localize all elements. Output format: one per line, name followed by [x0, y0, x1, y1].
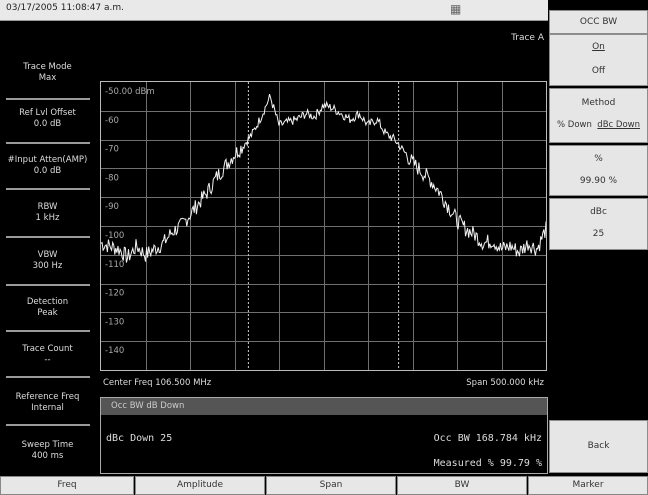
y-tick-label: -130	[105, 317, 124, 327]
percent-label: %	[594, 154, 603, 164]
trace-line	[101, 93, 546, 263]
y-tick-label: -100	[105, 231, 124, 241]
divider	[6, 188, 90, 190]
divider	[6, 376, 90, 378]
param-trace-count[interactable]: Trace Count --	[0, 344, 95, 366]
param-vbw[interactable]: VBW 300 Hz	[0, 250, 95, 272]
divider	[6, 330, 90, 332]
spectrum-chart: -50.00 dBm -60 -70 -80 -90 -100 -110 -120 -130 -1…	[101, 82, 546, 370]
y-tick-label: -140	[105, 346, 124, 356]
method-dbc-down: dBc Down	[597, 120, 640, 130]
y-tick-label: -80	[105, 173, 119, 183]
param-label: Sweep Time	[21, 440, 74, 450]
method-button[interactable]: Method % Down dBc Down	[549, 88, 648, 143]
trace-label: Trace A	[511, 33, 544, 43]
tab-span[interactable]: Span	[266, 476, 396, 495]
span: Span 500.000 kHz	[466, 378, 544, 388]
person-icon: ▦	[450, 2, 462, 16]
percent-value: 99.90 %	[579, 176, 618, 186]
occ-panel-title: Occ BW dB Down	[101, 398, 547, 415]
divider	[6, 424, 90, 426]
param-label: Detection	[26, 297, 69, 307]
param-value: Max	[38, 73, 57, 83]
tab-marker[interactable]: Marker	[528, 476, 648, 495]
percent-button[interactable]: % 99.90 %	[549, 145, 648, 196]
divider	[6, 236, 90, 238]
tab-amplitude[interactable]: Amplitude	[135, 476, 265, 495]
y-tick-label: -110	[105, 260, 124, 270]
param-value: 1 kHz	[35, 213, 60, 223]
divider	[6, 284, 90, 286]
param-value: 400 ms	[31, 451, 64, 461]
divider	[6, 142, 90, 144]
dbc-button[interactable]: dBc 25	[549, 198, 648, 250]
center-freq: Center Freq 106.500 MHz	[103, 378, 212, 388]
on-off-button[interactable]: On Off	[549, 34, 648, 86]
param-value: Internal	[31, 403, 64, 413]
param-label: Trace Count	[22, 344, 73, 354]
param-value: 0.0 dB	[33, 119, 62, 129]
param-trace-mode[interactable]: Trace Mode Max	[0, 62, 95, 84]
dbc-down-readout: dBc Down 25	[106, 433, 173, 444]
method-options: % Down dBc Down	[550, 120, 647, 130]
spectrum-plot[interactable]: -50.00 dBm -60 -70 -80 -90 -100 -110 -120 -130 -1…	[100, 81, 547, 371]
param-reference-freq[interactable]: Reference Freq Internal	[0, 392, 95, 414]
datetime: 03/17/2005 11:08:47 a.m.	[6, 3, 125, 13]
method-pct-down: % Down	[557, 120, 592, 130]
param-value: 300 Hz	[32, 261, 63, 271]
param-label: #Input Atten(AMP)	[7, 155, 88, 165]
param-ref-lvl-offset[interactable]: Ref Lvl Offset 0.0 dB	[0, 108, 95, 130]
y-tick-label: -60	[105, 116, 119, 126]
method-label: Method	[581, 98, 616, 108]
param-label: VBW	[37, 250, 58, 260]
tab-bw[interactable]: BW	[397, 476, 527, 495]
param-value: Peak	[37, 308, 58, 318]
param-sweep-time[interactable]: Sweep Time 400 ms	[0, 440, 95, 462]
param-input-atten[interactable]: #Input Atten(AMP) 0.0 dB	[0, 155, 95, 177]
measured-readout: Measured % 99.79 %	[433, 458, 542, 469]
off-option: Off	[591, 66, 606, 76]
param-detection[interactable]: Detection Peak	[0, 297, 95, 319]
on-option: On	[592, 42, 605, 52]
param-label: Ref Lvl Offset	[19, 108, 76, 118]
occ-bw-panel: Occ BW dB Down dBc Down 25 Occ BW 168.78…	[100, 397, 548, 474]
param-label: Trace Mode	[23, 62, 72, 72]
param-value: --	[44, 355, 51, 365]
dbc-value: 25	[592, 229, 605, 239]
dbc-label: dBc	[590, 207, 607, 217]
status-bar: 03/17/2005 11:08:47 a.m. ▦	[0, 0, 548, 21]
param-value: 0.0 dB	[33, 166, 62, 176]
menu-title: OCC BW	[549, 10, 648, 34]
y-tick-label: -120	[105, 289, 124, 299]
y-tick-label: -50.00 dBm	[105, 87, 155, 97]
param-label: Reference Freq	[15, 392, 80, 402]
divider	[6, 98, 90, 100]
param-rbw[interactable]: RBW 1 kHz	[0, 202, 95, 224]
y-tick-label: -70	[105, 145, 119, 155]
param-label: RBW	[37, 202, 58, 212]
y-tick-label: -90	[105, 202, 119, 212]
occ-bw-readout: Occ BW 168.784 kHz	[433, 433, 542, 444]
tab-freq[interactable]: Freq	[0, 476, 134, 495]
back-button[interactable]: Back	[549, 420, 648, 473]
